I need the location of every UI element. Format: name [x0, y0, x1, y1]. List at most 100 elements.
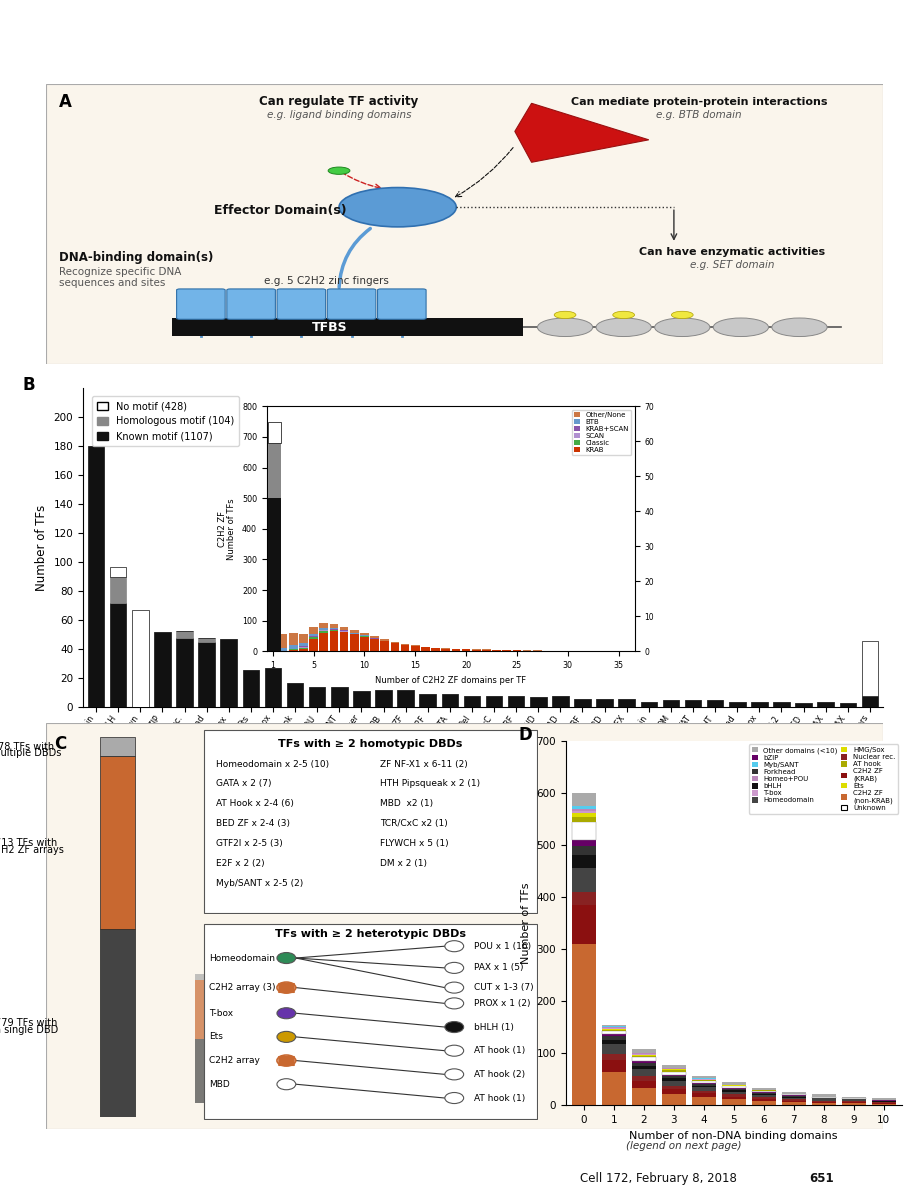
- Bar: [572, 891, 596, 905]
- FancyBboxPatch shape: [377, 289, 425, 319]
- Bar: [199, 638, 215, 642]
- Bar: [751, 1097, 775, 1098]
- Bar: [781, 1102, 805, 1105]
- Bar: [309, 687, 325, 707]
- Bar: [268, 639, 277, 650]
- Circle shape: [445, 962, 463, 974]
- Bar: [359, 633, 369, 636]
- Circle shape: [445, 1092, 463, 1103]
- Text: C2H2 ZF: C2H2 ZF: [218, 510, 227, 547]
- Bar: [87, 447, 104, 707]
- Bar: [640, 701, 656, 707]
- Bar: [289, 650, 297, 651]
- Bar: [221, 639, 237, 707]
- Text: C2H2 array (3): C2H2 array (3): [209, 983, 276, 992]
- Circle shape: [277, 952, 295, 963]
- FancyBboxPatch shape: [227, 289, 275, 319]
- Bar: [750, 701, 766, 707]
- Bar: [751, 1087, 775, 1090]
- Text: 651: 651: [809, 1172, 834, 1185]
- Text: GATA x 2 (7): GATA x 2 (7): [216, 779, 271, 789]
- Bar: [751, 1091, 775, 1092]
- Text: A: A: [59, 93, 72, 111]
- Text: Cell: Cell: [823, 30, 880, 55]
- Bar: [99, 756, 135, 929]
- Text: C: C: [54, 735, 66, 753]
- Bar: [661, 1089, 685, 1093]
- Text: Homeodomain: Homeodomain: [209, 954, 275, 962]
- Text: ZF NF-X1 x 6-11 (2): ZF NF-X1 x 6-11 (2): [380, 760, 468, 768]
- Text: (legend on next page): (legend on next page): [625, 1141, 741, 1151]
- Bar: [319, 624, 328, 629]
- Bar: [339, 632, 348, 651]
- Bar: [720, 1099, 745, 1105]
- Text: C2H2 ZF arrays: C2H2 ZF arrays: [0, 845, 64, 854]
- Bar: [380, 639, 389, 641]
- Bar: [265, 668, 281, 707]
- Bar: [391, 643, 399, 651]
- Bar: [661, 1081, 685, 1085]
- Text: Cell 172, February 8, 2018: Cell 172, February 8, 2018: [579, 1172, 736, 1185]
- Text: Effector Domain(s): Effector Domain(s): [214, 203, 346, 216]
- Bar: [839, 703, 856, 707]
- Bar: [572, 805, 596, 809]
- Bar: [691, 1087, 715, 1091]
- Bar: [661, 1093, 685, 1105]
- Bar: [99, 737, 135, 756]
- Text: HTH Pipsqueak x 2 (1): HTH Pipsqueak x 2 (1): [380, 779, 480, 789]
- Bar: [411, 646, 419, 651]
- Text: e.g. ligand binding domains: e.g. ligand binding domains: [267, 110, 411, 120]
- Bar: [631, 1081, 655, 1089]
- Y-axis label: Number of TFs: Number of TFs: [35, 504, 48, 592]
- Bar: [441, 694, 458, 707]
- Bar: [601, 1036, 625, 1040]
- Circle shape: [445, 1068, 463, 1080]
- Legend: No motif (428), Homologous motif (104), Known motif (1107): No motif (428), Homologous motif (104), …: [92, 397, 239, 446]
- Bar: [441, 649, 449, 651]
- Bar: [572, 944, 596, 1105]
- Bar: [391, 642, 399, 643]
- Circle shape: [712, 318, 767, 337]
- Bar: [720, 1086, 745, 1089]
- Bar: [601, 1031, 625, 1034]
- Text: 779 TFs with: 779 TFs with: [0, 1018, 57, 1028]
- Legend: Other/None, BTB, KRAB+SCAN, SCAN, Classic, KRAB: Other/None, BTB, KRAB+SCAN, SCAN, Classi…: [572, 410, 630, 455]
- Text: BED ZF x 2-4 (3): BED ZF x 2-4 (3): [216, 819, 289, 828]
- Bar: [811, 1099, 834, 1101]
- Bar: [572, 856, 596, 869]
- FancyBboxPatch shape: [327, 289, 376, 319]
- Text: POU x 1 (16): POU x 1 (16): [473, 942, 530, 951]
- Bar: [661, 1078, 685, 1081]
- Bar: [309, 627, 318, 633]
- Text: T-box: T-box: [209, 1009, 233, 1018]
- Bar: [781, 1097, 805, 1099]
- Bar: [419, 694, 436, 707]
- Bar: [461, 649, 470, 651]
- Bar: [572, 817, 596, 822]
- Polygon shape: [195, 1038, 226, 1103]
- Text: e.g. SET domain: e.g. SET domain: [689, 259, 774, 270]
- Bar: [691, 1081, 715, 1083]
- Bar: [601, 1060, 625, 1072]
- Bar: [720, 1092, 745, 1095]
- Bar: [751, 1098, 775, 1101]
- Circle shape: [445, 940, 463, 951]
- Bar: [243, 669, 259, 707]
- Text: AT hook (1): AT hook (1): [473, 1093, 525, 1103]
- Bar: [397, 690, 414, 707]
- Bar: [631, 1049, 655, 1053]
- Bar: [299, 643, 307, 646]
- Circle shape: [328, 167, 349, 174]
- Bar: [485, 695, 502, 707]
- Bar: [331, 687, 347, 707]
- Bar: [463, 695, 480, 707]
- Bar: [811, 1103, 834, 1105]
- Bar: [431, 648, 439, 651]
- FancyBboxPatch shape: [204, 924, 536, 1119]
- Polygon shape: [195, 974, 226, 980]
- Bar: [631, 1089, 655, 1105]
- Bar: [353, 692, 369, 707]
- Polygon shape: [515, 103, 648, 163]
- Text: Can have enzymatic activities: Can have enzymatic activities: [639, 247, 824, 257]
- Bar: [507, 695, 524, 707]
